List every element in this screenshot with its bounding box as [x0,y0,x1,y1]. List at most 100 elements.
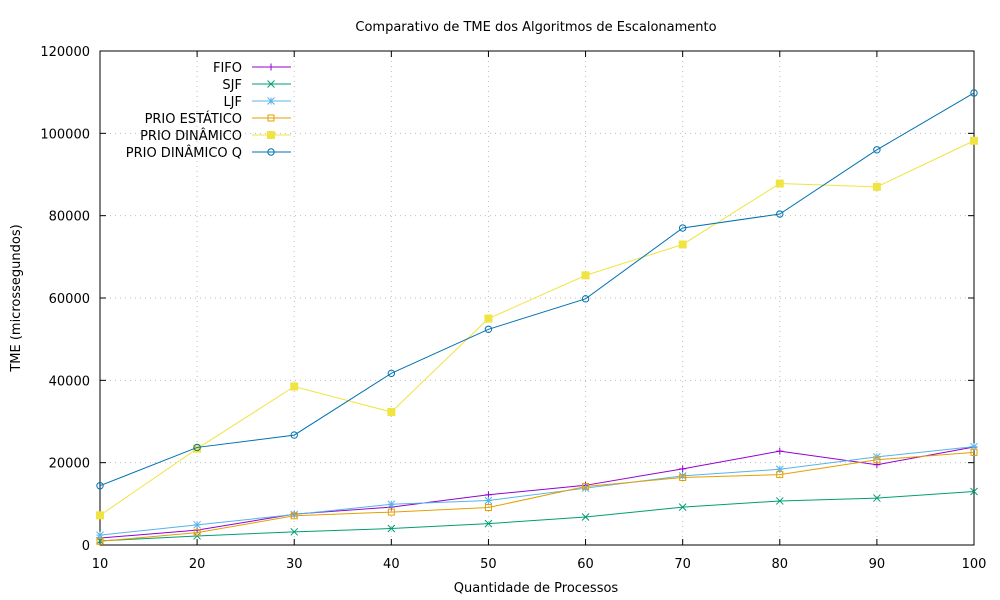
data-point [678,471,687,480]
data-point [679,473,687,481]
series-line [99,490,975,542]
series-line [99,446,975,536]
data-point [290,382,299,391]
series-5 [96,89,978,490]
data-point [873,461,881,469]
data-point [678,503,687,511]
legend-label: PRIO ESTÁTICO [145,111,242,127]
series-2 [96,442,978,539]
legend-label: SJF [222,78,242,93]
x-tick-label: 100 [962,557,987,572]
series-3 [96,448,978,545]
legend-marker [267,97,275,105]
data-point [290,512,298,520]
data-point [290,431,298,439]
chart-title: Comparativo de TME dos Algoritmos de Esc… [355,20,716,35]
data-point [873,456,881,464]
data-point [484,496,493,505]
y-tick-label: 0 [82,539,90,554]
x-tick-label: 90 [869,557,886,572]
axis-ticks: 10 20 30 40 50 60 70 80 90 100 0 20000 40000 60000 800… [40,45,986,572]
data-point [581,513,590,521]
series-line [99,140,975,516]
series-1 [96,487,978,545]
x-tick-label: 80 [772,557,789,572]
y-tick-label: 100000 [40,127,90,142]
legend-entry: SJF [222,78,291,93]
data-point [678,224,687,232]
data-point [484,519,493,528]
legend-label: PRIO DINÂMICO [140,128,242,144]
x-tick-label: 40 [383,557,400,572]
x-tick-label: 70 [674,557,691,572]
legend-label: FIFO [213,61,242,76]
data-point [582,483,590,491]
data-point [679,465,687,473]
data-point [484,314,493,323]
data-point [776,471,784,479]
data-point [581,295,590,303]
data-point [872,182,881,191]
data-point [387,508,395,516]
data-point [581,271,590,280]
data-point [970,89,978,97]
legend-label: LJF [223,95,242,110]
x-tick-label: 10 [92,557,109,572]
grid [100,51,974,545]
x-tick-label: 20 [189,557,206,572]
legend-marker [267,148,275,156]
legend-entry: PRIO ESTÁTICO [145,111,291,127]
data-point [970,487,978,496]
data-point [387,524,396,533]
data-point [290,510,299,519]
series-line [99,92,975,487]
data-point [193,529,201,537]
x-tick-label: 50 [480,557,497,572]
legend-marker [267,131,275,139]
legend-entry: PRIO DINÂMICO [140,128,291,144]
series-4 [96,136,978,520]
data-point [581,484,590,493]
data-point [387,369,396,378]
data-point [775,497,784,505]
legend-entry: PRIO DINÂMICO Q [126,145,291,161]
legend-marker [267,80,275,88]
data-point [970,136,978,145]
data-point [387,408,396,417]
data-point [193,443,201,452]
data-point [96,511,104,520]
data-point [484,504,492,512]
data-point [387,500,396,509]
y-tick-label: 80000 [49,210,90,225]
y-tick-label: 60000 [49,292,90,307]
y-tick-label: 40000 [49,374,90,389]
data-point [96,537,104,545]
x-tick-label: 30 [286,557,303,572]
legend-marker [267,114,275,122]
data-point [290,527,299,536]
x-tick-label: 60 [577,557,594,572]
data-point [776,447,784,455]
data-point [96,531,104,539]
y-tick-label: 120000 [40,45,90,60]
data-point [873,494,881,502]
data-point [484,325,493,333]
data-point [678,240,687,249]
series-group [96,89,978,545]
y-tick-label: 20000 [49,457,90,472]
x-axis-label: Quantidade de Processos [454,581,619,596]
data-point [776,210,784,218]
legend-entry: FIFO [213,61,291,76]
series-line [99,451,975,542]
data-point [970,448,978,456]
data-point [96,482,104,490]
series-line [99,446,975,539]
y-axis-label: TME (microssegundos) [9,224,24,372]
legend-entry: LJF [223,95,291,110]
legend-marker [267,63,275,71]
data-point [775,179,784,188]
legend-label: PRIO DINÂMICO Q [126,145,242,161]
data-point [193,520,201,529]
